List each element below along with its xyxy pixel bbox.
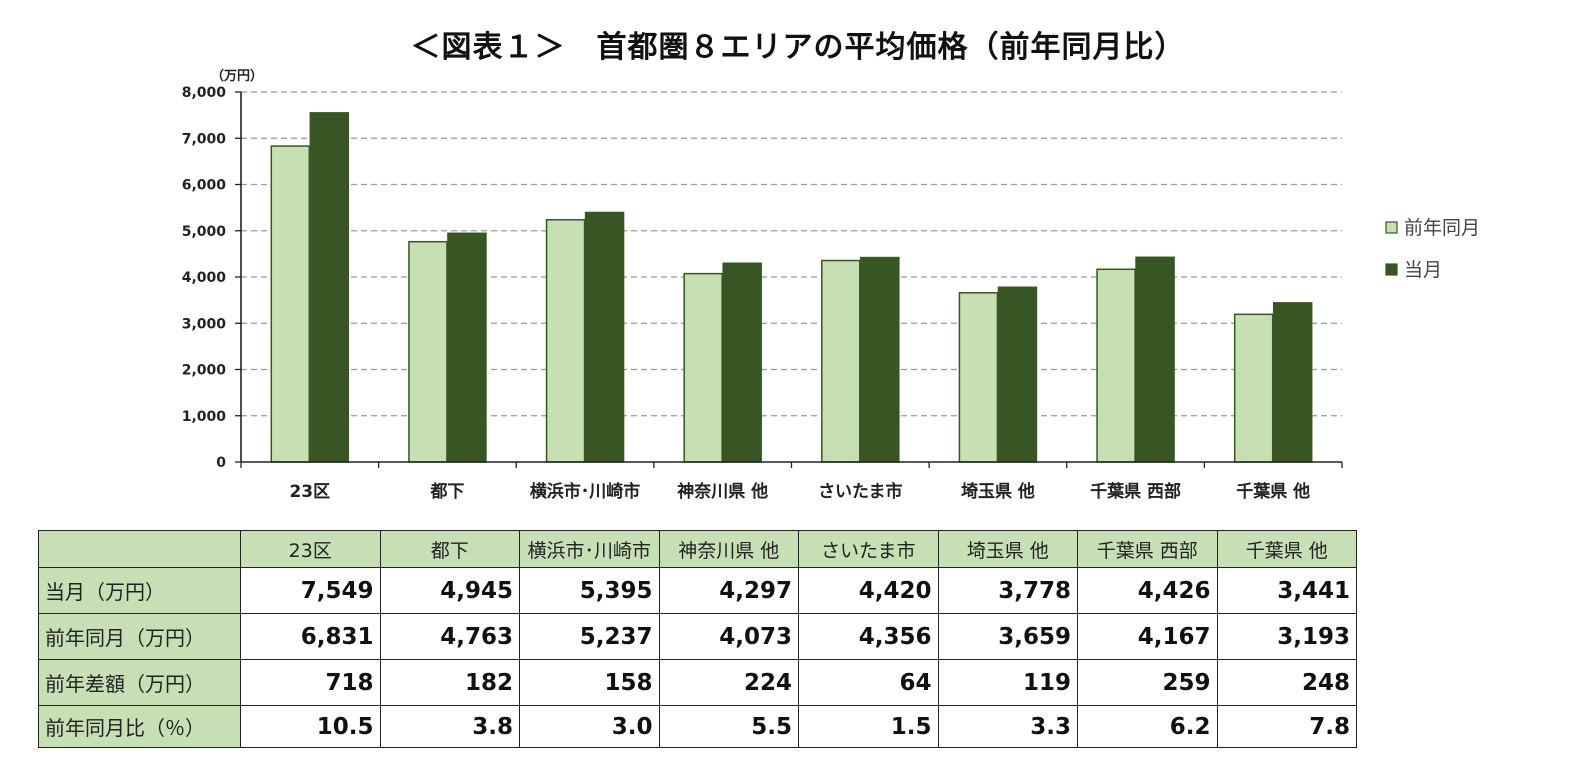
table-cell: 6,831 (240, 613, 381, 660)
legend-label: 当月 (1404, 259, 1442, 281)
row-label: 前年差額（万円） (38, 659, 241, 706)
column-header: 埼玉県 他 (937, 530, 1078, 568)
table-cell: 10.5 (240, 705, 381, 748)
x-tick-label: 横浜市･川崎市 (530, 481, 641, 502)
y-tick-label: 6,000 (182, 178, 227, 194)
column-header: 千葉県 他 (1216, 530, 1357, 568)
table-row: 前年差額（万円） 718 182 158 224 64 119 259 248 (38, 659, 1357, 706)
x-tick-label: 千葉県 他 (1236, 481, 1310, 502)
table-cell: 4,297 (658, 567, 799, 614)
table-cell: 4,426 (1077, 567, 1218, 614)
y-tick-label: 0 (216, 455, 226, 471)
table-cell: 7.8 (1216, 705, 1357, 748)
table-corner-cell (38, 530, 241, 568)
table-cell: 5,237 (519, 613, 660, 660)
x-tick-label: さいたま市 (818, 481, 903, 502)
bar-prev-year (270, 145, 311, 463)
table-cell: 6.2 (1077, 705, 1218, 748)
bar-current (584, 211, 625, 463)
y-tick-label: 8,000 (182, 85, 227, 101)
bar-prev-year (821, 259, 861, 463)
legend-swatch (1385, 263, 1398, 276)
bar-current (722, 262, 762, 463)
table-cell: 3,659 (937, 613, 1078, 660)
column-header: 23区 (240, 530, 381, 568)
column-header: さいたま市 (798, 530, 939, 568)
column-header: 都下 (379, 530, 520, 568)
y-tick-label: 2,000 (182, 363, 227, 379)
bar-prev-year (1096, 268, 1136, 463)
table-cell: 3.3 (937, 705, 1078, 748)
row-label: 当月（万円） (38, 567, 241, 614)
bar-current (1135, 256, 1175, 463)
table-cell: 248 (1216, 659, 1357, 706)
table-row: 前年同月比（％） 10.5 3.8 3.0 5.5 1.5 3.3 6.2 7.8 (38, 705, 1357, 748)
bar-chart: 0 1,000 2,000 3,000 4,000 5,000 6,000 7,000 8,00… (182, 68, 1480, 502)
y-unit-label: （万円） (211, 68, 263, 84)
table-cell: 4,763 (379, 613, 520, 660)
row-label: 前年同月（万円） (38, 613, 241, 660)
y-tick-label: 5,000 (182, 224, 227, 240)
table-cell: 4,167 (1077, 613, 1218, 660)
table-cell: 182 (379, 659, 520, 706)
bar-prev-year (408, 240, 448, 463)
y-tick-label: 3,000 (182, 316, 227, 332)
bar-prev-year (1233, 313, 1274, 463)
x-tick-label: 23区 (289, 482, 330, 502)
y-tick-label: 1,000 (182, 409, 227, 425)
table-cell: 158 (519, 659, 660, 706)
table-cell: 5.5 (658, 705, 799, 748)
bar-current (997, 286, 1038, 463)
bar-current (1272, 302, 1313, 463)
bar-prev-year (545, 219, 586, 463)
x-tick-label: 千葉県 西部 (1090, 481, 1181, 502)
x-tick-label: 埼玉県 他 (961, 481, 1035, 502)
x-tick-label: 神奈川県 他 (677, 481, 768, 502)
table-cell: 224 (658, 659, 799, 706)
data-table: 23区 都下 横浜市･川崎市 神奈川県 他さいたま市 埼玉県 他千葉県 西部 千葉県 他当… (38, 530, 1357, 748)
table-cell: 718 (240, 659, 381, 706)
table-cell: 3,778 (937, 567, 1078, 614)
y-tick-label: 7,000 (182, 131, 227, 147)
table-cell: 3,193 (1216, 613, 1357, 660)
legend-swatch (1385, 221, 1398, 234)
column-header: 神奈川県 他 (658, 530, 799, 568)
table-cell: 1.5 (798, 705, 939, 748)
chart-title: ＜図表１＞ 首都圏８エリアの平均価格（前年同月比） (410, 30, 1186, 65)
table-cell: 3.8 (379, 705, 520, 748)
legend-label: 前年同月 (1404, 217, 1480, 239)
column-header: 千葉県 西部 (1077, 530, 1218, 568)
table-header-row: 23区 都下 横浜市･川崎市 神奈川県 他さいたま市 埼玉県 他千葉県 西部 千葉県 他 (38, 530, 1357, 568)
column-header: 横浜市･川崎市 (519, 530, 660, 568)
table-row: 当月（万円） 7,549 4,945 5,395 4,297 4,420 3,778 4,42… (38, 567, 1357, 614)
table-cell: 3.0 (519, 705, 660, 748)
bar-prev-year (683, 272, 723, 463)
table-cell: 64 (798, 659, 939, 706)
table-cell: 4,073 (658, 613, 799, 660)
x-tick-label: 都下 (429, 481, 464, 502)
bar-current (447, 232, 487, 463)
bar-prev-year (958, 292, 999, 463)
table-cell: 4,420 (798, 567, 939, 614)
table-cell: 259 (1077, 659, 1218, 706)
table-row: 前年同月（万円） 6,831 4,763 5,237 4,073 4,356 3,659 4,… (38, 613, 1357, 660)
table-cell: 7,549 (240, 567, 381, 614)
table-cell: 4,945 (379, 567, 520, 614)
table-cell: 5,395 (519, 567, 660, 614)
bar-current (309, 112, 350, 463)
row-label: 前年同月比（％） (38, 705, 241, 748)
table-cell: 4,356 (798, 613, 939, 660)
bar-current (860, 256, 900, 463)
table-cell: 3,441 (1216, 567, 1357, 614)
table-cell: 119 (937, 659, 1078, 706)
y-tick-label: 4,000 (182, 270, 227, 286)
